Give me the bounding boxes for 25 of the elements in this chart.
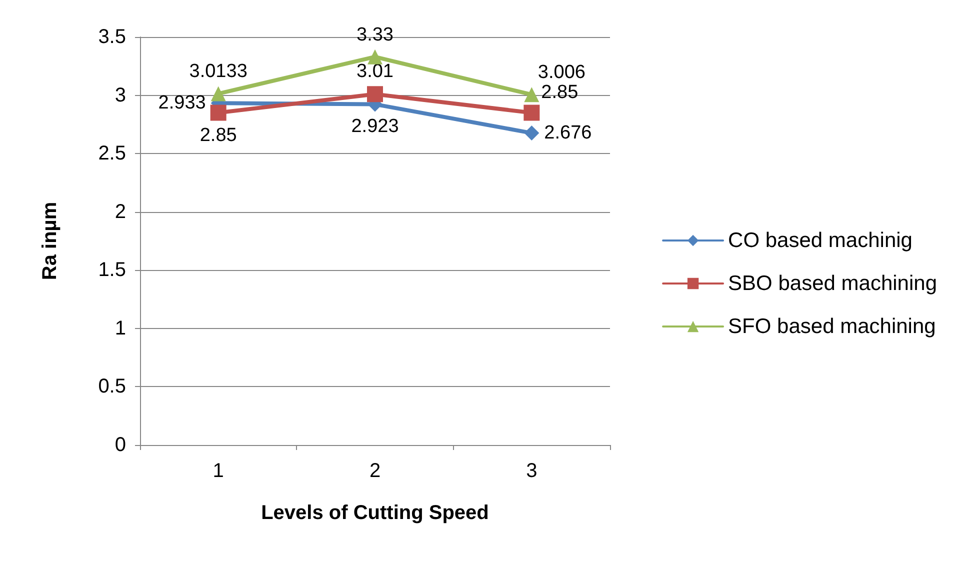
x-tick-label: 3: [526, 460, 538, 482]
y-tick-label: 0: [114, 434, 126, 456]
y-tick-label: 1.5: [98, 259, 126, 282]
data-label: 3.01: [356, 61, 394, 82]
data-label: 3.006: [538, 62, 586, 84]
data-label: 2.85: [200, 124, 237, 146]
y-tick-label: 2.5: [98, 142, 126, 165]
data-label: 2.676: [544, 122, 592, 144]
y-axis-title: Ra inµm: [39, 202, 61, 280]
y-tick-label: 1: [114, 317, 126, 340]
data-label: 2.85: [541, 82, 578, 103]
legend-label: SBO based machining: [728, 272, 938, 295]
y-tick-label: 3.5: [98, 26, 126, 48]
y-tick-label: 2: [114, 200, 126, 223]
x-axis-title: Levels of Cutting Speed: [261, 502, 489, 524]
data-label: 2.923: [351, 116, 399, 137]
y-tick-label: 0.5: [98, 376, 126, 398]
data-label: 3.0133: [189, 61, 248, 82]
legend-label: SFO based machining: [728, 315, 936, 338]
x-tick-label: 2: [369, 460, 381, 482]
x-tick-label: 1: [212, 460, 224, 482]
legend-label: CO based machinig: [728, 229, 912, 252]
data-label: 3.33: [356, 24, 394, 46]
y-tick-label: 3: [114, 84, 126, 106]
data-label: 2.933: [158, 92, 206, 114]
